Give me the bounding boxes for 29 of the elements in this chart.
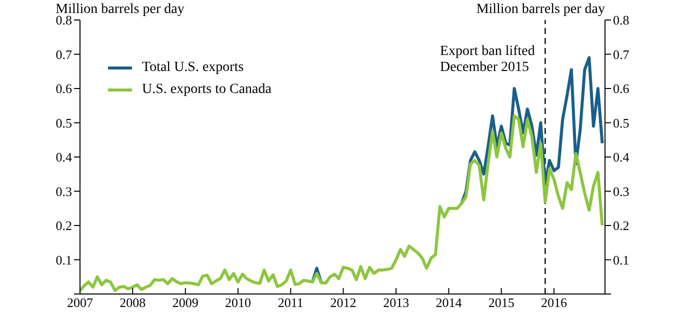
x-tick-label: 2008 [120, 295, 146, 310]
y2-tick-label: 0.5 [613, 115, 630, 130]
annotation: Export ban lifted December 2015 [440, 44, 536, 76]
y2-tick-label: 0.6 [613, 81, 630, 96]
y2-axis-title: Million barrels per day [476, 2, 605, 18]
y-tick-label: 0.5 [56, 115, 72, 130]
legend-label: U.S. exports to Canada [142, 82, 272, 98]
y2-tick-label: 0.3 [613, 184, 630, 199]
x-tick-label: 2013 [383, 295, 410, 310]
legend-label: Total U.S. exports [142, 60, 244, 76]
y2-tick-label: 0.4 [613, 150, 630, 165]
x-tick-label: 2009 [172, 295, 198, 310]
x-tick-label: 2014 [436, 295, 462, 310]
x-tick-label: 2011 [278, 295, 304, 310]
x-tick-label: 2007 [67, 295, 94, 310]
y2-tick-label: 0.8 [613, 12, 630, 28]
x-tick-label: 2010 [225, 295, 252, 310]
y-tick-label: 0.6 [56, 81, 72, 96]
y-tick-label: 0.7 [56, 46, 72, 62]
y2-tick-label: 0.7 [613, 46, 630, 62]
y-tick-label: 0.1 [56, 252, 72, 268]
x-tick-label: 2015 [488, 295, 514, 310]
y2-tick-label: 0.1 [613, 252, 630, 268]
x-tick-label: 2012 [330, 295, 356, 310]
y2-tick-label: 0.2 [613, 218, 630, 234]
y-tick-label: 0.3 [56, 184, 72, 199]
x-tick-label: 2016 [540, 295, 568, 310]
y-tick-label: 0.4 [56, 150, 72, 165]
y-tick-label: 0.2 [56, 218, 72, 234]
